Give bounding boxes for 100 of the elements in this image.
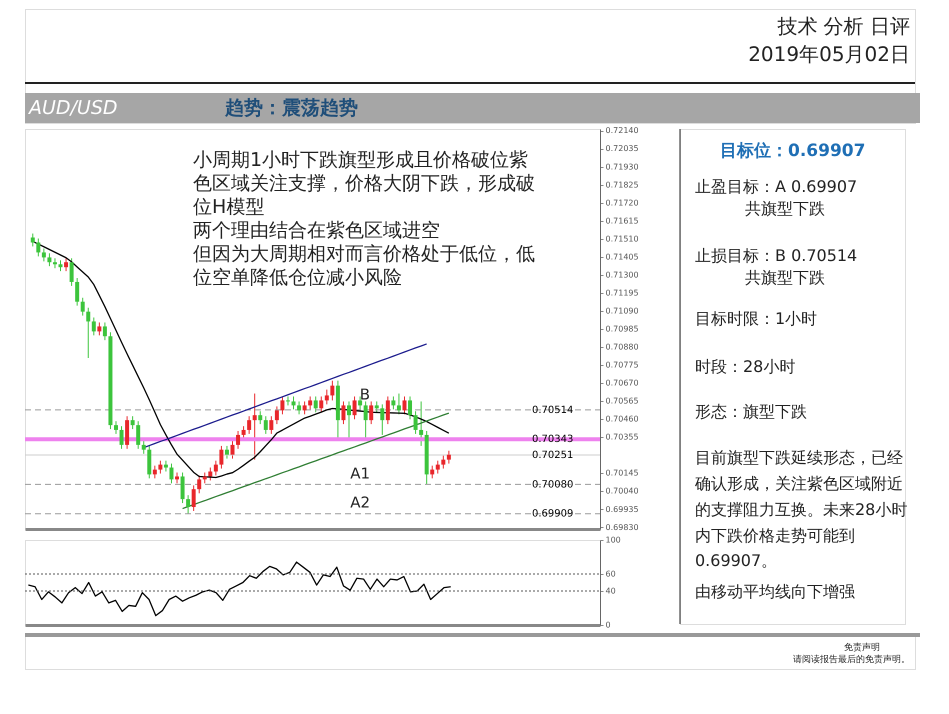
text: AUD/USD bbox=[27, 97, 118, 119]
candlestick bbox=[302, 400, 307, 415]
candlestick bbox=[130, 416, 135, 430]
candlestick bbox=[358, 396, 362, 410]
text: 止盈目标：A 0.69907 bbox=[695, 177, 858, 196]
y-tick-label: 0.72035 bbox=[606, 144, 639, 154]
candlestick bbox=[274, 406, 279, 425]
annotation: A1 bbox=[350, 464, 370, 482]
text: 共旗型下跌 bbox=[745, 268, 825, 287]
candlestick bbox=[236, 430, 240, 450]
y-tick-label: 100 bbox=[606, 536, 621, 544]
candlestick bbox=[430, 465, 434, 479]
candlestick bbox=[419, 400, 424, 446]
y-tick-label: 0.71615 bbox=[606, 216, 639, 226]
text: 的支撑阻力互换。未来28小时 bbox=[695, 500, 908, 519]
y-tick-label: 0.71720 bbox=[606, 198, 639, 208]
annotation: 但因为大周期相对而言价格处于低位，低 bbox=[193, 243, 535, 265]
candlestick bbox=[120, 426, 124, 450]
candlestick bbox=[314, 396, 318, 413]
annotation: 两个理由结合在紫色区域进空 bbox=[193, 220, 440, 242]
text: 趋势：震荡趋势 bbox=[224, 97, 358, 119]
y-tick-label: 0.70775 bbox=[606, 360, 639, 370]
text: 技术 分析 日评 bbox=[776, 14, 910, 38]
candlestick bbox=[169, 463, 174, 484]
annotation: 色区域关注支撑，价格大阴下跌，形成破 bbox=[193, 172, 535, 194]
candlestick bbox=[380, 404, 384, 436]
candlestick bbox=[47, 252, 52, 267]
candlestick bbox=[352, 396, 357, 420]
candlestick bbox=[30, 233, 35, 247]
y-tick-label: 0.70880 bbox=[606, 342, 639, 352]
candlestick bbox=[36, 238, 40, 257]
text: 免责声明 bbox=[844, 642, 880, 653]
y-tick-label: 0.70565 bbox=[606, 396, 639, 406]
text: 形态：旗型下跌 bbox=[695, 402, 807, 421]
candlestick bbox=[408, 396, 412, 420]
candlestick bbox=[97, 322, 102, 336]
candlestick bbox=[364, 400, 368, 440]
candlestick bbox=[92, 317, 96, 336]
annotation: 小周期1小时下跌旗型形成且价格破位紫 bbox=[193, 149, 528, 171]
text: 由移动平均线向下增强 bbox=[695, 582, 855, 601]
candlestick bbox=[396, 393, 401, 415]
candlestick bbox=[224, 445, 229, 460]
y-tick-label: 0.71930 bbox=[606, 162, 639, 172]
candlestick bbox=[80, 297, 85, 316]
annotation: B bbox=[360, 385, 370, 404]
candlestick bbox=[252, 393, 257, 460]
annotation: 位H模型 bbox=[193, 196, 264, 218]
y-tick-label: 0.71825 bbox=[606, 180, 639, 190]
y-tick-label: 0.70460 bbox=[606, 414, 639, 424]
candlestick bbox=[319, 396, 324, 413]
candlestick bbox=[42, 248, 46, 262]
y-tick-label: 0.71090 bbox=[606, 306, 639, 316]
y-tick-label: 0.71195 bbox=[606, 288, 639, 298]
candlestick bbox=[152, 465, 157, 479]
annotation: 位空单降低仓位减小风险 bbox=[193, 266, 402, 288]
y-tick-label: 0.70355 bbox=[606, 432, 639, 442]
candlestick bbox=[64, 258, 68, 272]
candlestick bbox=[374, 400, 379, 413]
line-series bbox=[143, 343, 428, 448]
candlestick bbox=[414, 410, 418, 434]
text: 时段：28小时 bbox=[695, 357, 796, 376]
candlestick bbox=[308, 396, 312, 410]
candlestick bbox=[180, 472, 185, 504]
candlestick bbox=[330, 380, 334, 401]
candlestick bbox=[175, 472, 180, 484]
text: 共旗型下跌 bbox=[745, 199, 825, 218]
candlestick bbox=[341, 400, 346, 425]
ref-line-label: 0.70080 bbox=[532, 479, 574, 490]
candlestick bbox=[369, 400, 374, 425]
candlestick bbox=[219, 445, 224, 470]
candlestick bbox=[186, 494, 190, 514]
candlestick bbox=[269, 416, 274, 434]
candlestick bbox=[136, 420, 140, 450]
ref-line-label: 0.70251 bbox=[532, 450, 574, 462]
text: 0.69907。 bbox=[695, 551, 778, 570]
y-tick-label: 0.70670 bbox=[606, 378, 639, 388]
text: 目标位：0.69907 bbox=[720, 141, 866, 161]
candlestick bbox=[164, 460, 168, 472]
candlestick bbox=[52, 258, 57, 269]
candlestick bbox=[208, 467, 212, 481]
candlestick bbox=[446, 450, 451, 464]
text: 目前旗型下跌延续形态，已经 bbox=[695, 448, 903, 467]
candlestick bbox=[292, 396, 296, 410]
text: 目标时限：1小时 bbox=[695, 309, 818, 328]
y-tick-label: 0.70145 bbox=[606, 468, 639, 478]
candlestick bbox=[230, 440, 234, 460]
candlestick bbox=[70, 258, 74, 286]
candlestick bbox=[114, 420, 118, 434]
candlestick bbox=[214, 460, 218, 476]
y-tick-label: 0.72140 bbox=[606, 126, 639, 136]
candlestick bbox=[75, 278, 80, 306]
line-series bbox=[28, 561, 452, 616]
text: 内下跌价格走势可能到 bbox=[695, 526, 855, 545]
candlestick bbox=[197, 474, 202, 494]
candlestick bbox=[258, 410, 262, 425]
candlestick bbox=[86, 307, 90, 359]
ref-line-label: 0.69909 bbox=[532, 508, 574, 520]
y-tick-label: 0.71510 bbox=[606, 234, 639, 244]
candlestick bbox=[441, 455, 446, 470]
candlestick bbox=[247, 416, 252, 434]
